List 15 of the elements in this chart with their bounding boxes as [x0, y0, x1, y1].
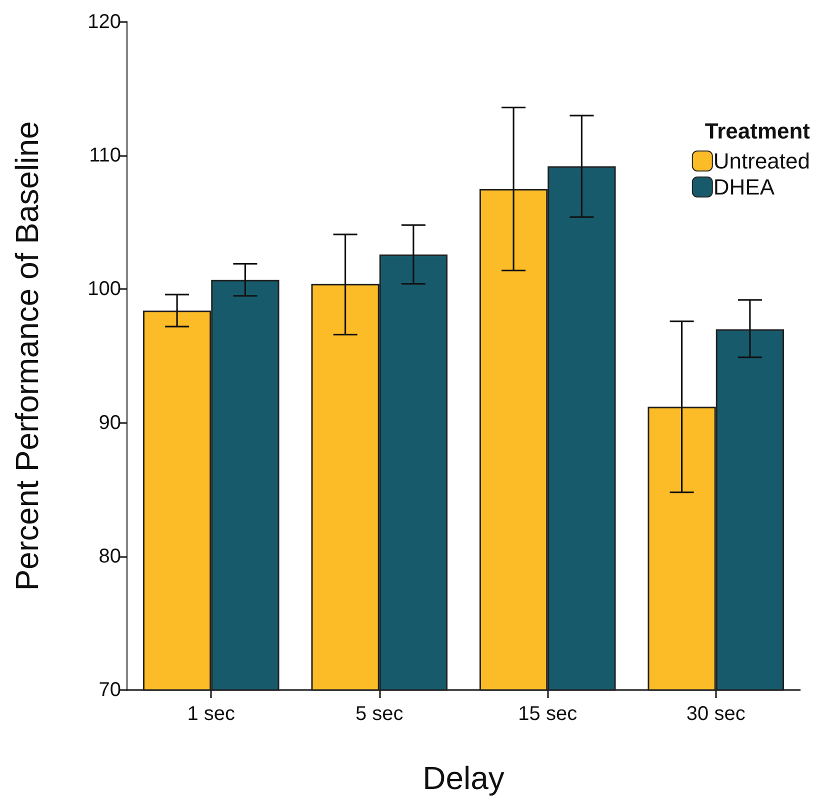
- y-tick-label: 100: [88, 278, 121, 300]
- y-tick-label: 80: [98, 545, 121, 568]
- y-tick-label: 110: [89, 144, 121, 167]
- y-tick-label: 120: [88, 11, 121, 33]
- y-axis-title: Percent Performance of Baseline: [9, 121, 45, 591]
- x-tick-label: 1 sec: [187, 703, 236, 725]
- legend-label: Untreated: [713, 148, 810, 174]
- x-tick-label: 15 sec: [518, 703, 578, 725]
- x-tick-label: 5 sec: [355, 703, 404, 725]
- x-tick-label: 30 sec: [686, 703, 746, 725]
- legend-label: DHEA: [713, 174, 775, 200]
- y-tick-label: 70: [98, 679, 121, 701]
- y-tick-label: 90: [98, 412, 121, 434]
- x-axis-title: Delay: [422, 760, 504, 796]
- legend-title: Treatment: [704, 118, 811, 144]
